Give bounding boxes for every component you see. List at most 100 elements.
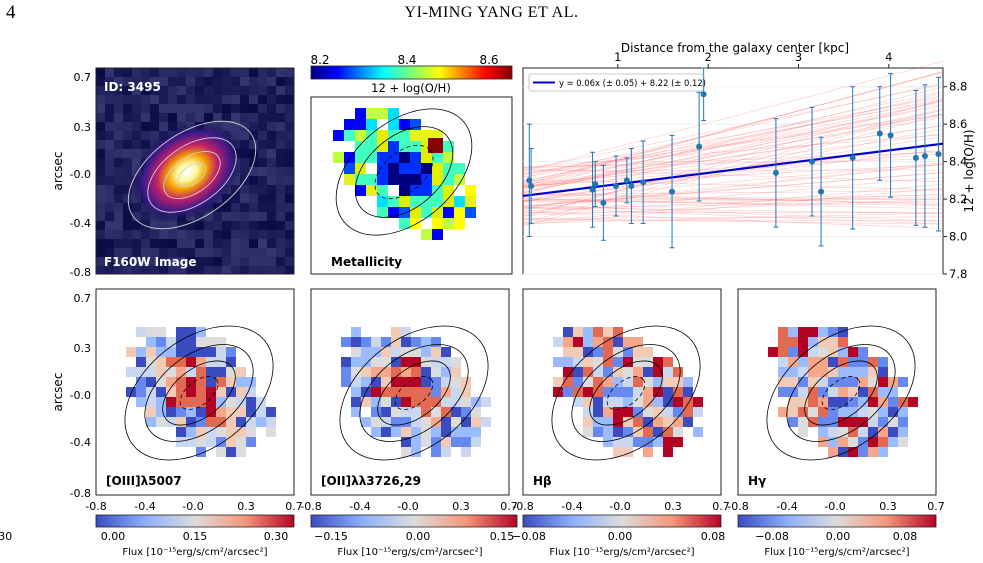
point-marker — [921, 153, 928, 160]
flux-map-contours — [339, 325, 489, 461]
flux-cbar-tick: 0.30 — [264, 530, 289, 543]
data-point — [528, 148, 535, 224]
data-point — [772, 118, 779, 228]
y-tick-label: 8.6 — [949, 117, 967, 131]
point-marker — [623, 177, 630, 184]
flux-map-contours — [551, 325, 701, 461]
point-marker — [696, 143, 703, 150]
map-xtick: -0.0 — [182, 500, 203, 513]
flux-cbar-tick: 0.00 — [101, 530, 126, 543]
metallicity-panel: 8.2 8.4 8.6 12 + log(O/H) Metallicity — [310, 53, 513, 275]
flux-cbar-tick: 0.08 — [701, 530, 726, 543]
page-number: 4 — [6, 2, 16, 23]
flux-cbar-tick: 0.00 — [608, 530, 633, 543]
data-point — [849, 86, 856, 230]
data-point — [696, 91, 703, 202]
flux-cbar-tick: 0.15 — [183, 530, 208, 543]
map-xtick: -0.8 — [85, 500, 106, 513]
data-point — [887, 73, 894, 198]
f160w-panel: ID: 3495 F160W Image arcsec 0.7 0.3 -0.0… — [51, 67, 295, 279]
flux-cbar-tick: −0.08 — [755, 530, 789, 543]
flux-cbar-tick: 0.30 — [0, 530, 12, 543]
point-marker — [772, 169, 779, 176]
flux-colorbar — [737, 514, 937, 528]
flux-map-panel: [OII]λλ3726,29-0.8 -0.4 -0.0 0.3 0.7−0.15 0.0… — [0, 288, 518, 558]
map-xtick: -0.0 — [824, 500, 845, 513]
data-point — [589, 151, 596, 228]
metallicity-cbar-tick: 8.2 — [310, 53, 329, 67]
map-ytick: 0.7 — [74, 292, 92, 305]
map-xtick: 0.7 — [927, 500, 945, 513]
flux-map-contours — [124, 325, 274, 461]
data-point — [921, 84, 928, 228]
point-marker — [640, 179, 647, 186]
flux-cbar-tick: −0.08 — [512, 530, 546, 543]
flux-colorbar — [310, 514, 518, 528]
flux-map-contours — [766, 325, 916, 461]
point-marker — [887, 132, 894, 139]
data-point — [912, 89, 919, 226]
point-marker — [876, 130, 883, 137]
flux-map-pixels — [768, 327, 918, 457]
data-point — [669, 134, 676, 249]
flux-map-label: Hβ — [533, 474, 552, 488]
y-tick-label: 8.4 — [949, 155, 967, 169]
point-marker — [600, 199, 607, 206]
map-xtick: -0.8 — [727, 500, 748, 513]
data-point — [876, 86, 883, 181]
flux-colorbar — [95, 514, 295, 528]
point-marker — [849, 154, 856, 161]
map-xtick: -0.0 — [397, 500, 418, 513]
map-xtick: -0.0 — [609, 500, 630, 513]
f160w-ytick: -0.0 — [70, 168, 91, 181]
chart-ylabel: 12 + log(O/H) — [962, 129, 976, 212]
point-marker — [592, 181, 599, 188]
flux-cbar-tick: 0.08 — [893, 530, 918, 543]
map-y-axis: arcsec 0.7 0.3 -0.0 -0.4 -0.8 — [51, 292, 91, 500]
data-point — [935, 76, 942, 232]
f160w-ytick: 0.3 — [74, 121, 92, 134]
map-ytick: -0.4 — [70, 436, 91, 449]
map-xtick: 0.3 — [452, 500, 470, 513]
point-marker — [700, 91, 707, 98]
data-point — [613, 155, 620, 217]
running-title: YI-MING YANG ET AL. — [404, 4, 579, 21]
metallicity-colorbar — [310, 65, 513, 80]
f160w-ylabel: arcsec — [51, 152, 65, 191]
data-point — [818, 136, 825, 247]
map-ytick: -0.0 — [70, 389, 91, 402]
point-marker — [528, 182, 535, 189]
f160w-id-label: ID: 3495 — [104, 80, 161, 94]
map-xtick: -0.8 — [512, 500, 533, 513]
flux-cbar-label: Flux [10⁻¹⁵erg/s/cm²/arcsec²] — [337, 547, 482, 558]
point-marker — [912, 154, 919, 161]
chart-xlabel: Distance from the galaxy center [kpc] — [621, 41, 849, 55]
flux-cbar-label: Flux [10⁻¹⁵erg/s/cm²/arcsec²] — [122, 547, 267, 558]
map-xtick: 0.7 — [500, 500, 518, 513]
data-point — [623, 157, 630, 204]
map-xtick: 0.3 — [237, 500, 255, 513]
flux-cbar-label: Flux [10⁻¹⁵erg/s/cm²/arcsec²] — [549, 547, 694, 558]
metallicity-map — [333, 108, 476, 240]
flux-map-pixels — [341, 327, 491, 457]
flux-cbar-label: Flux [10⁻¹⁵erg/s/cm²/arcsec²] — [764, 547, 909, 558]
point-marker — [809, 158, 816, 165]
x-tick-label: 3 — [795, 50, 802, 64]
point-marker — [935, 151, 942, 158]
f160w-ytick: -0.8 — [70, 266, 91, 279]
point-marker — [589, 186, 596, 193]
point-marker — [613, 182, 620, 189]
y-tick-label: 8.0 — [949, 230, 967, 244]
map-xtick: 0.3 — [879, 500, 897, 513]
flux-map-label: [OIII]λ5007 — [106, 474, 182, 488]
data-point — [600, 164, 607, 241]
map-xtick: 0.3 — [664, 500, 682, 513]
legend-box — [528, 73, 704, 92]
map-xtick: 0.7 — [712, 500, 730, 513]
flux-cbar-tick: 0.00 — [406, 530, 431, 543]
map-ytick: 0.3 — [74, 342, 92, 355]
map-ytick: -0.8 — [70, 487, 91, 500]
metallicity-cbar-label: 12 + log(O/H) — [371, 81, 451, 95]
data-point — [640, 140, 647, 224]
